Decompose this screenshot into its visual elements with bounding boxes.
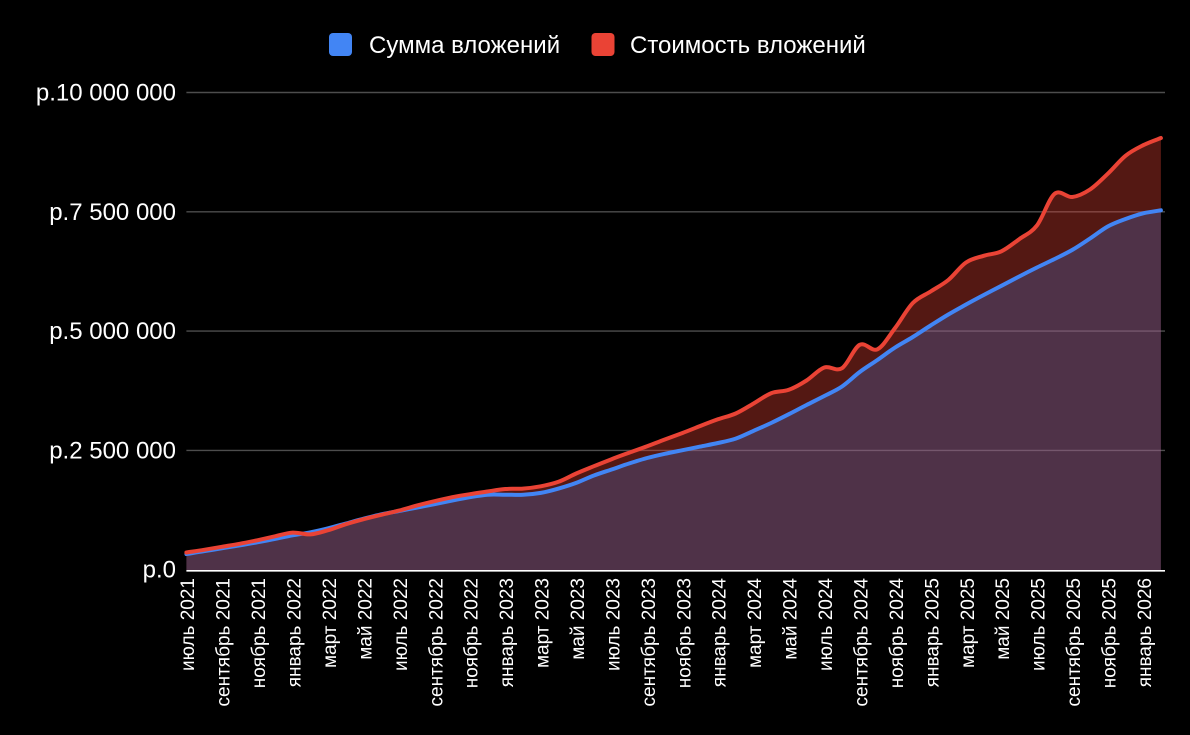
svg-text:январь 2023: январь 2023 [497,578,518,687]
svg-text:май 2023: май 2023 [568,578,589,660]
svg-text:май 2024: май 2024 [781,578,802,660]
svg-text:Сумма вложений: Сумма вложений [369,32,560,59]
svg-text:январь 2025: январь 2025 [922,578,943,687]
svg-text:январь 2024: январь 2024 [710,578,731,688]
svg-text:июль 2025: июль 2025 [1029,578,1050,671]
svg-text:май 2025: май 2025 [993,578,1014,660]
svg-text:январь 2022: январь 2022 [284,578,305,687]
svg-text:май 2022: май 2022 [355,578,376,660]
svg-text:Стоимость вложений: Стоимость вложений [630,32,866,59]
svg-text:ноябрь 2023: ноябрь 2023 [674,578,695,688]
svg-text:р.2 500 000: р.2 500 000 [49,437,176,464]
svg-text:сентябрь 2022: сентябрь 2022 [426,578,447,706]
svg-text:р.0: р.0 [143,557,176,584]
svg-text:март 2023: март 2023 [533,578,554,668]
svg-text:март 2022: март 2022 [320,578,341,668]
svg-text:р.7 500 000: р.7 500 000 [49,199,176,226]
svg-text:сентябрь 2023: сентябрь 2023 [639,578,660,706]
svg-text:март 2024: март 2024 [745,578,766,668]
svg-text:ноябрь 2022: ноябрь 2022 [462,578,483,688]
svg-text:сентябрь 2025: сентябрь 2025 [1064,578,1085,706]
svg-text:июль 2021: июль 2021 [178,578,199,671]
svg-text:июль 2023: июль 2023 [603,578,624,671]
svg-text:р.5 000 000: р.5 000 000 [49,318,176,345]
svg-text:сентябрь 2024: сентябрь 2024 [851,578,872,707]
svg-text:июль 2024: июль 2024 [816,578,837,671]
svg-text:июль 2022: июль 2022 [391,578,412,671]
svg-text:сентябрь 2021: сентябрь 2021 [214,578,235,706]
svg-text:ноябрь 2024: ноябрь 2024 [887,578,908,689]
svg-text:январь 2026: январь 2026 [1135,578,1156,687]
svg-text:ноябрь 2025: ноябрь 2025 [1099,578,1120,688]
svg-text:р.10 000 000: р.10 000 000 [36,80,176,107]
svg-text:март 2025: март 2025 [958,578,979,668]
svg-text:ноябрь 2021: ноябрь 2021 [249,578,270,688]
